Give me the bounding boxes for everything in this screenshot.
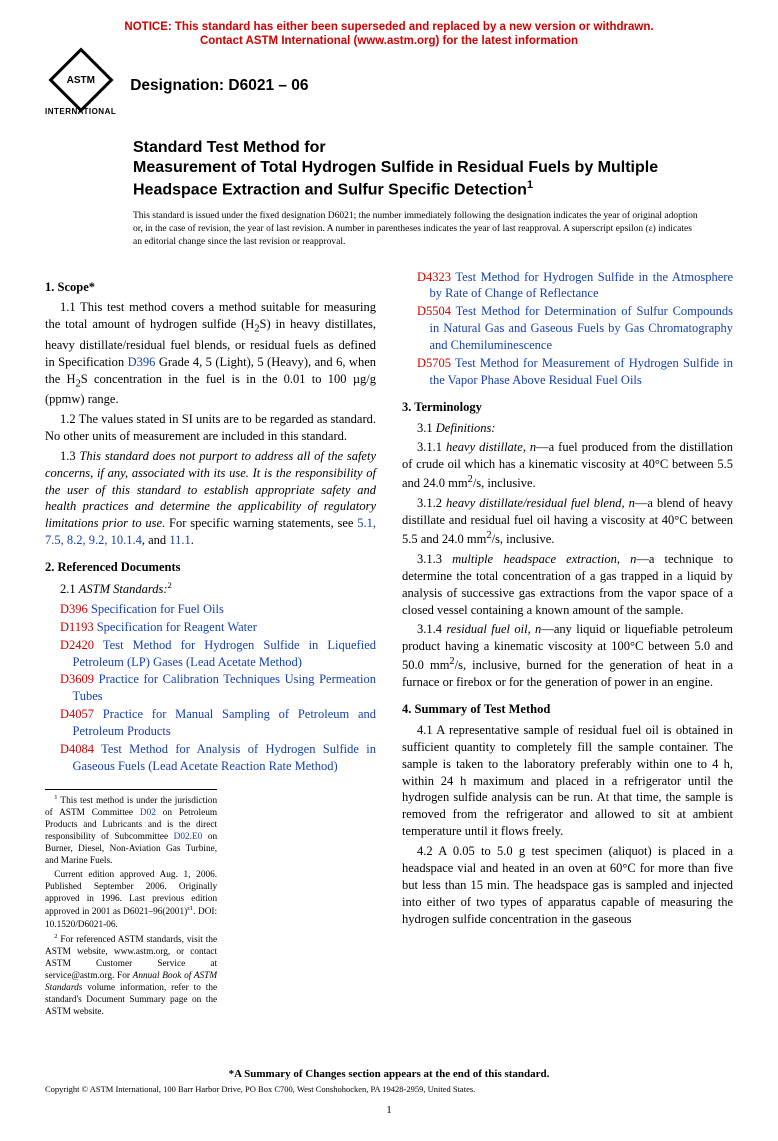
notice-line-2: Contact ASTM International (www.astm.org… <box>200 35 578 47</box>
ref-item[interactable]: D4057 Practice for Manual Sampling of Pe… <box>45 706 376 740</box>
footnote-1-current: Current edition approved Aug. 1, 2006. P… <box>45 869 217 930</box>
body-columns: 1. Scope* 1.1 This test method covers a … <box>45 269 733 1021</box>
summary-4-2: 4.2 A 0.05 to 5.0 g test specimen (aliqu… <box>402 843 733 927</box>
scope-heading: 1. Scope* <box>45 279 376 296</box>
notice-banner: NOTICE: This standard has either been su… <box>45 20 733 49</box>
refs-list-right: D4323 Test Method for Hydrogen Sulfide i… <box>402 269 733 389</box>
ref-item[interactable]: D4323 Test Method for Hydrogen Sulfide i… <box>402 269 733 303</box>
designation: Designation: D6021 – 06 <box>130 77 308 95</box>
xref-11-1[interactable]: 11.1 <box>169 533 190 547</box>
footnote-1: 1 This test method is under the jurisdic… <box>45 794 217 868</box>
term-3-1-3: 3.1.3 multiple headspace extraction, n—a… <box>402 551 733 619</box>
title-lead: Standard Test Method for <box>133 139 326 156</box>
term-sub: 3.1 Definitions: <box>402 420 733 437</box>
xref-d02e0[interactable]: D02.E0 <box>174 832 203 842</box>
right-column: D4323 Test Method for Hydrogen Sulfide i… <box>402 269 733 1021</box>
refdocs-heading: 2. Referenced Documents <box>45 559 376 576</box>
summary-of-changes-note: *A Summary of Changes section appears at… <box>45 1068 733 1080</box>
header-row: ASTM INTERNATIONAL Designation: D6021 – … <box>45 57 733 116</box>
ref-item[interactable]: D4084 Test Method for Analysis of Hydrog… <box>45 741 376 775</box>
copyright-line: Copyright © ASTM International, 100 Barr… <box>45 1084 733 1094</box>
ref-item[interactable]: D1193 Specification for Reagent Water <box>45 619 376 636</box>
refdocs-sub: 2.1 ASTM Standards:2 <box>45 580 376 598</box>
summary-4-1: 4.1 A representative sample of residual … <box>402 722 733 840</box>
astm-logo: ASTM INTERNATIONAL <box>45 57 116 116</box>
footnotes: 1 This test method is under the jurisdic… <box>45 789 217 1019</box>
terminology-heading: 3. Terminology <box>402 399 733 416</box>
scope-1-2: 1.2 The values stated in SI units are to… <box>45 411 376 445</box>
summary-heading: 4. Summary of Test Method <box>402 701 733 718</box>
page: NOTICE: This standard has either been su… <box>0 0 778 1141</box>
document-title: Standard Test Method for Measurement of … <box>133 138 733 200</box>
refs-list-left: D396 Specification for Fuel OilsD1193 Sp… <box>45 601 376 775</box>
term-3-1-2: 3.1.2 heavy distillate/residual fuel ble… <box>402 495 733 548</box>
logo-diamond-icon: ASTM <box>48 47 113 112</box>
ref-item[interactable]: D396 Specification for Fuel Oils <box>45 601 376 618</box>
ref-item[interactable]: D5705 Test Method for Measurement of Hyd… <box>402 355 733 389</box>
logo-abbrev: ASTM <box>66 74 94 85</box>
scope-1-3: 1.3 This standard does not purport to ad… <box>45 448 376 549</box>
notice-line-1: NOTICE: This standard has either been su… <box>124 21 653 33</box>
left-column: 1. Scope* 1.1 This test method covers a … <box>45 269 376 1021</box>
page-number: 1 <box>45 1104 733 1116</box>
footnote-2: 2 For referenced ASTM standards, visit t… <box>45 933 217 1019</box>
ref-item[interactable]: D5504 Test Method for Determination of S… <box>402 303 733 354</box>
title-body: Measurement of Total Hydrogen Sulfide in… <box>133 159 658 198</box>
scope-1-1: 1.1 This test method covers a method sui… <box>45 299 376 408</box>
ref-item[interactable]: D2420 Test Method for Hydrogen Sulfide i… <box>45 637 376 671</box>
xref-d396[interactable]: D396 <box>128 355 156 369</box>
xref-d02[interactable]: D02 <box>140 808 156 818</box>
issue-note: This standard is issued under the fixed … <box>133 210 733 248</box>
term-3-1-4: 3.1.4 residual fuel oil, n—any liquid or… <box>402 621 733 691</box>
title-superscript: 1 <box>527 179 533 191</box>
ref-item[interactable]: D3609 Practice for Calibration Technique… <box>45 671 376 705</box>
term-3-1-1: 3.1.1 heavy distillate, n—a fuel produce… <box>402 439 733 492</box>
